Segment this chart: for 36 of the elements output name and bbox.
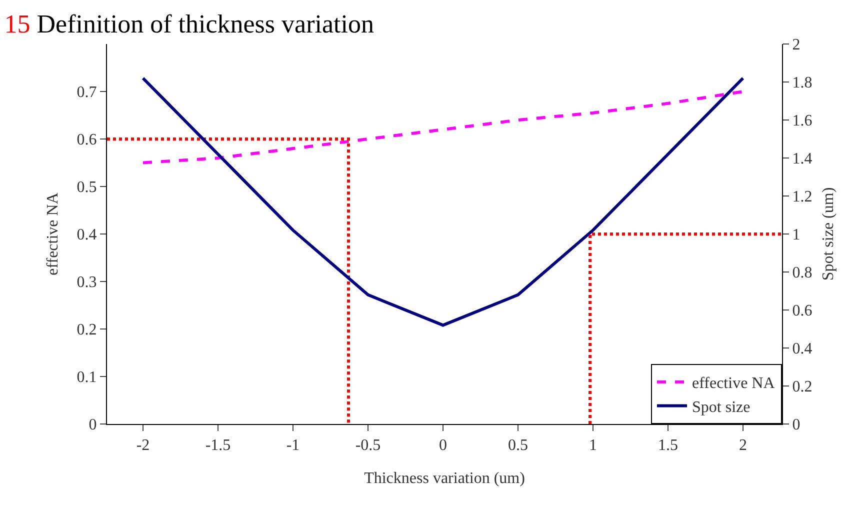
y2-tick-label: 1.8 [792,74,812,92]
y-tick-label: 0.4 [76,226,97,244]
y-tick-label: 0.3 [76,274,97,292]
y-tick-label: 0.1 [76,369,97,386]
legend-label: Spot size [692,398,750,416]
y2-tick-label: 2 [792,36,800,54]
x-tick-label: -2 [136,437,150,454]
y-tick-label: 0.2 [76,322,97,339]
y-tick-label: 0.7 [76,84,97,102]
legend-label: effective NA [692,375,776,392]
chart-title: 15 Definition of thickness variation [4,9,374,38]
y2-tick-label: 1.4 [792,150,812,168]
y2-tick-label: 1.6 [792,112,812,130]
y2-tick-label: 0.8 [792,264,812,282]
x-tick-label: -0.5 [355,437,381,454]
y2-tick-label: 0 [792,416,800,434]
y-tick-label: 0.5 [76,179,97,196]
y2-tick-label: 0.2 [792,378,812,396]
y2-tick-label: 1.2 [792,188,812,206]
x-tick-label: 0 [439,437,447,454]
y-tick-label: 0.6 [76,132,97,149]
x-tick-label: 1 [589,437,597,454]
y2-axis-title: Spot size (um) [820,187,837,281]
x-axis-title: Thickness variation (um) [364,470,525,487]
x-tick-label: -1.5 [205,437,231,454]
x-tick-label: 1.5 [658,437,678,454]
y2-tick-label: 1 [792,226,800,244]
y2-tick-label: 0.6 [792,302,812,320]
x-tick-label: 0.5 [508,437,528,454]
y-tick-label: 0 [88,416,97,434]
line-series [142,76,744,327]
line-series [142,90,744,164]
x-tick-label: -1 [286,437,300,454]
y2-tick-label: 0.4 [792,340,812,358]
y-axis-title: effective NA [44,192,62,276]
x-tick-label: 2 [739,437,747,454]
